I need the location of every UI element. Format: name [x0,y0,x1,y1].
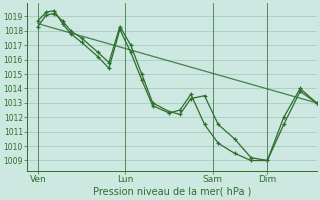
X-axis label: Pression niveau de la mer( hPa ): Pression niveau de la mer( hPa ) [92,187,251,197]
